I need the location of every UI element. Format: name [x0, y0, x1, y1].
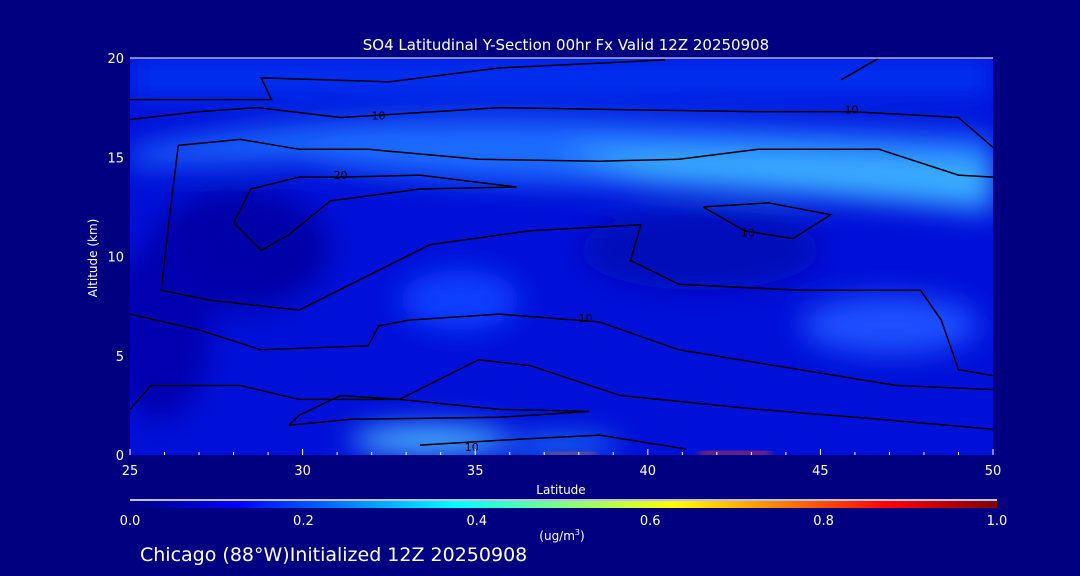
contour-line-4 — [232, 174, 517, 252]
footer-caption: Chicago (88°W)Initialized 12Z 20250908 — [140, 544, 527, 566]
x-axis-ticks: 25 30 35 40 45 50 — [122, 449, 1002, 479]
y-tick-label: 0 — [116, 449, 124, 464]
colorbar-ticks: 0.0 0.2 0.4 0.6 0.8 1.0 — [120, 514, 1008, 529]
contour-label: 10 — [741, 227, 755, 240]
x-tick-label: 45 — [812, 464, 829, 479]
y-axis-ticks: 0 5 10 15 20 — [107, 52, 124, 464]
x-tick-label: 40 — [640, 464, 657, 479]
contour-line-6 — [702, 202, 833, 240]
contour-line-0 — [130, 106, 993, 148]
contour-label: 20 — [334, 169, 348, 182]
contour-line-1 — [130, 59, 666, 101]
contour-lines — [130, 58, 993, 450]
x-tick-label: 50 — [985, 464, 1002, 479]
colorbar — [130, 501, 997, 508]
colorbar-tick-label: 0.0 — [120, 514, 141, 529]
contour-line-7 — [130, 313, 993, 391]
contour-line-10 — [419, 434, 686, 450]
y-tick-label: 10 — [107, 251, 124, 266]
x-tick-label: 25 — [122, 464, 139, 479]
colorbar-tick-label: 1.0 — [987, 514, 1008, 529]
x-axis-label: Latitude — [536, 483, 585, 497]
contour-label: 10 — [465, 441, 479, 454]
contour-label: 10 — [372, 110, 386, 123]
x-tick-label: 30 — [294, 464, 311, 479]
chart-title: SO4 Latitudinal Y-Section 00hr Fx Valid … — [363, 36, 769, 54]
contour-line-5 — [160, 145, 993, 377]
contour-line-3 — [178, 138, 993, 178]
x-tick-label: 35 — [467, 464, 484, 479]
contour-line-8 — [130, 358, 993, 430]
colorbar-units: (ug/m3) — [539, 528, 584, 543]
contour-label: 10 — [579, 312, 593, 325]
colorbar-tick-label: 0.2 — [293, 514, 314, 529]
y-tick-label: 20 — [107, 52, 124, 67]
y-tick-label: 5 — [116, 350, 124, 365]
colorbar-tick-label: 0.4 — [466, 514, 487, 529]
plot-area: 10 10 20 10 10 10 — [130, 58, 993, 455]
colorbar-tick-label: 0.8 — [813, 514, 834, 529]
y-axis-label: Altitude (km) — [86, 219, 100, 298]
contour-line-2 — [840, 58, 880, 81]
contour-label: 10 — [844, 104, 858, 117]
contour-line-9 — [288, 394, 590, 426]
colorbar-tick-label: 0.6 — [640, 514, 661, 529]
y-tick-label: 15 — [107, 151, 124, 166]
